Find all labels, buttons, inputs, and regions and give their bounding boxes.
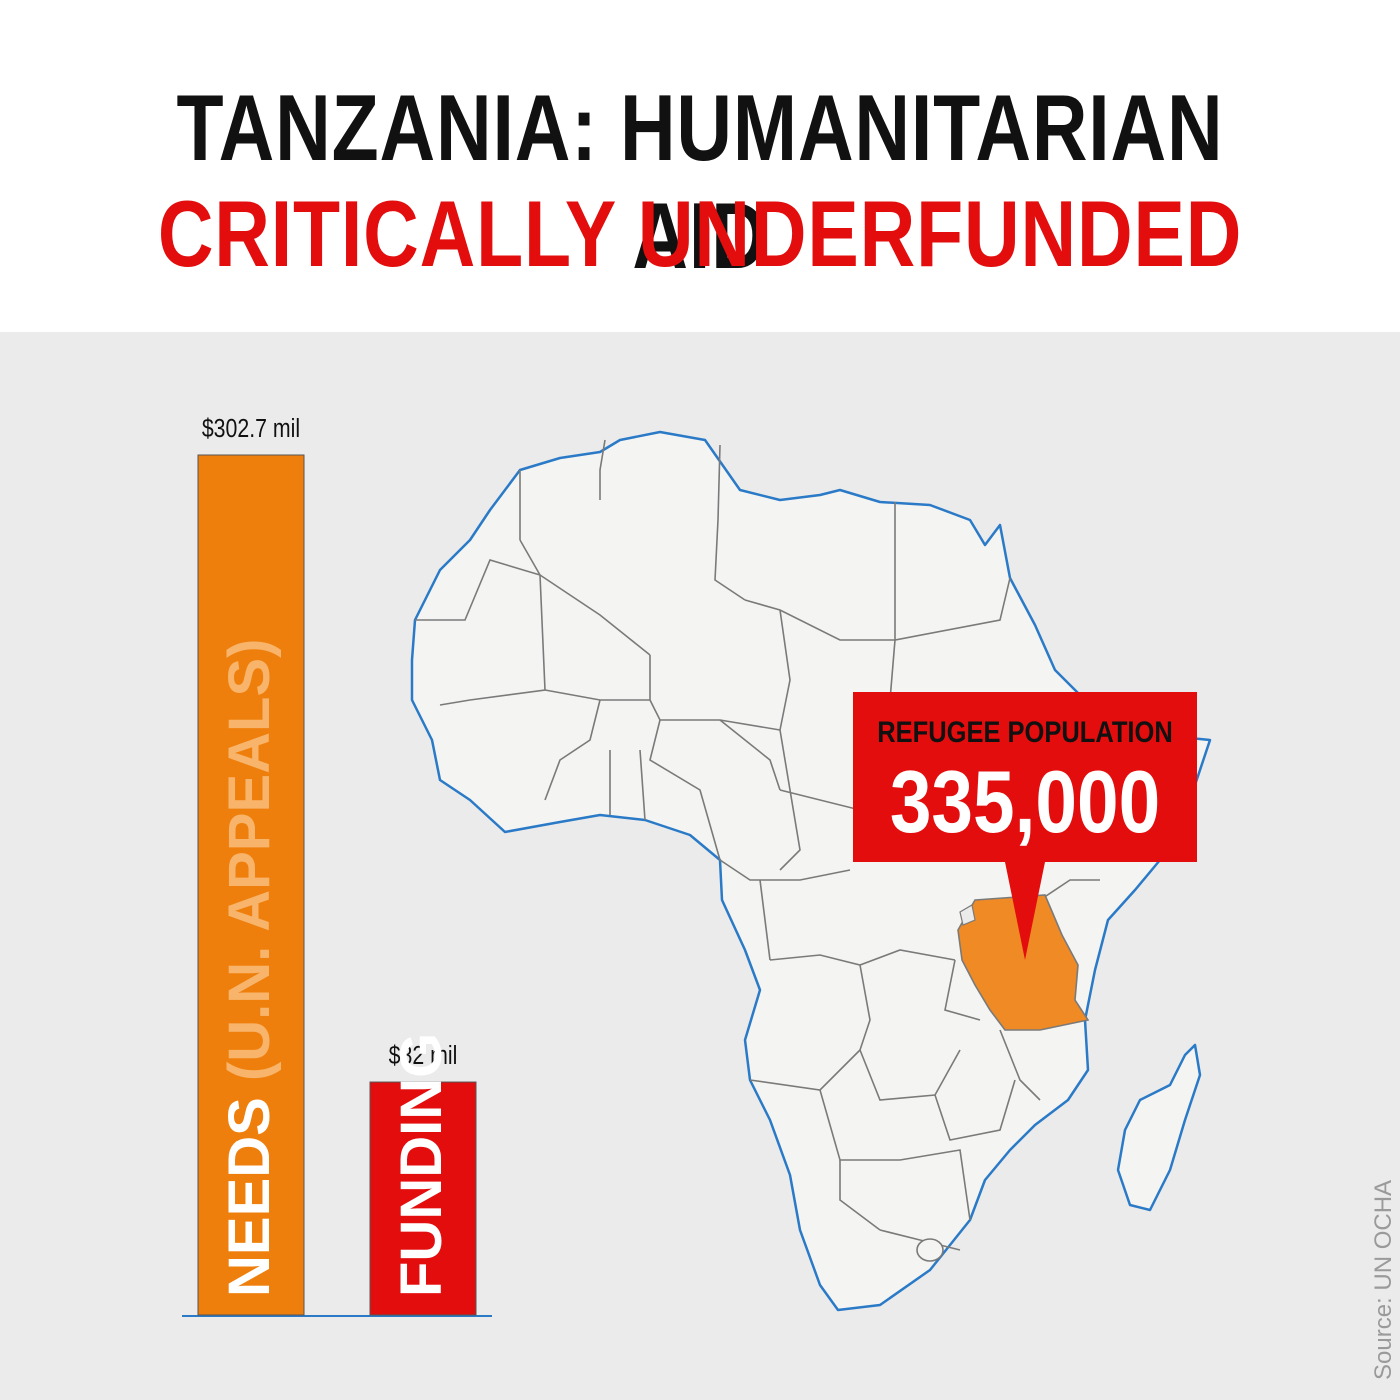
lesotho [916,1238,944,1262]
title-line1: TANZANIA: HUMANITARIAN AID [176,75,1224,288]
madagascar [1116,1043,1202,1212]
callout-label: REFUGEE POPULATION [877,715,1172,748]
bar-needs [197,454,305,1316]
bar-label-funding: FUNDING [389,1033,454,1297]
bar-label-sub: (U.N. APPEALS) [217,639,282,1098]
header: TANZANIA: HUMANITARIAN AID CRITICALLY UN… [0,0,1400,332]
callout-box [853,692,1197,960]
bar-label-main: FUNDING [389,1033,454,1297]
bar-label-main: NEEDS [217,1097,282,1297]
bar-chart: $302.7 mil NEEDS (U.N. APPEALS) $82 milFUN… [182,414,492,1317]
africa-mainland [410,430,1212,1312]
callout-value: 335,000 [890,753,1160,851]
lake-victoria [959,904,976,926]
africa-map [410,430,1212,1312]
bar-funding [369,1081,477,1316]
value-label-needs: $302.7 mil [202,414,300,444]
refugee-callout: REFUGEE POPULATION 335,000 [853,692,1197,960]
source-note: Source: UN OCHA [1370,1179,1397,1380]
tanzania-highlight [957,894,1090,1031]
bar-label-needs: NEEDS (U.N. APPEALS) [217,639,282,1297]
title-line2: CRITICALLY UNDERFUNDED [157,181,1243,286]
value-label-funding: $82 mil [389,1041,458,1071]
